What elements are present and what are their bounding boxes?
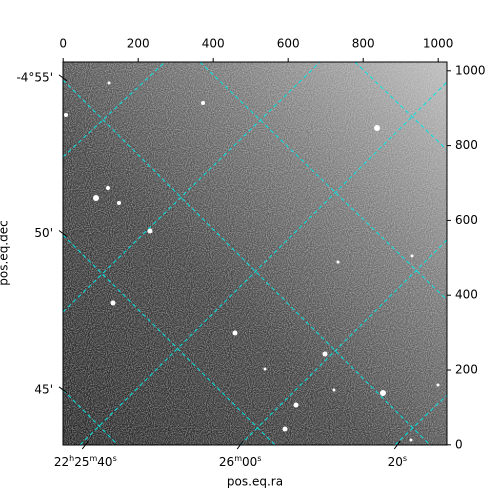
x-tick-label: 400 — [202, 37, 225, 51]
x-tick-label: 600 — [277, 37, 300, 51]
y-tick-label: 400 — [455, 288, 478, 302]
dec-tick-label: 45' — [34, 382, 53, 396]
ra-tick — [236, 440, 244, 450]
ra-tick-label: 26m00s — [219, 454, 262, 469]
dec-tick — [58, 74, 68, 82]
x-tick-label: 800 — [352, 37, 375, 51]
y-tick-label: 800 — [455, 138, 478, 152]
dec-tick-label: -4°55' — [16, 70, 53, 84]
ra-tick-label: 22h25m40s — [54, 454, 117, 469]
ra-tick-label: 20s — [388, 454, 407, 469]
y-tick-label: 600 — [455, 213, 478, 227]
x-tick-label: 1000 — [423, 37, 454, 51]
dec-tick — [58, 230, 68, 237]
ra-tick — [393, 440, 401, 450]
dec-tick-label: 50' — [34, 226, 53, 240]
ra-tick — [81, 440, 89, 450]
x-tick-label: 200 — [127, 37, 150, 51]
y-tick-label: 1000 — [455, 63, 486, 77]
plot-frame — [62, 61, 448, 446]
dec-tick — [58, 386, 68, 394]
x-tick-label: 0 — [59, 37, 67, 51]
y-tick-label: 0 — [455, 437, 463, 451]
sky-image — [63, 62, 447, 445]
y-axis-label: pos.eq.dec — [0, 220, 11, 285]
x-axis-label: pos.eq.ra — [227, 475, 283, 489]
y-tick-label: 200 — [455, 363, 478, 377]
